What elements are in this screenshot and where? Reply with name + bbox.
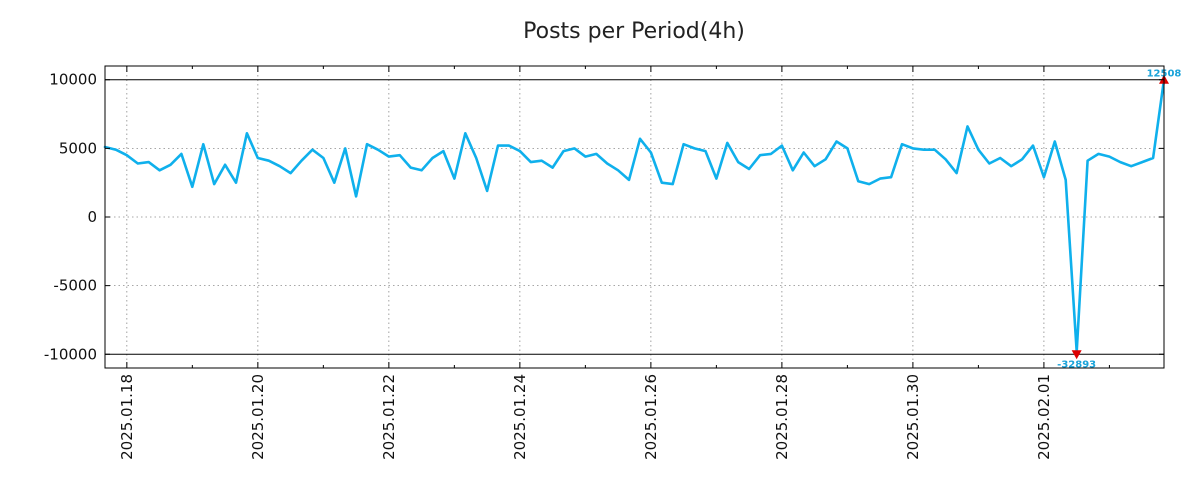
x-tick-label: 2025.01.26 <box>642 374 660 460</box>
series-line-posts <box>103 78 1166 353</box>
chart-title: Posts per Period(4h) <box>523 19 745 44</box>
x-tick-label: 2025.02.01 <box>1035 374 1053 460</box>
x-axis-ticks: 2025.01.18 2025.01.20 2025.01.22 2025.01.24… <box>118 66 1110 460</box>
y-axis-ticks: 10000 5000 0 -5000 -10000 <box>44 71 1164 363</box>
x-tick-label: 2025.01.20 <box>249 374 267 460</box>
y-tick-label: -10000 <box>44 345 97 363</box>
reference-lines <box>105 79 1164 355</box>
y-tick-label: 0 <box>87 208 97 226</box>
y-tick-label: 5000 <box>59 139 97 157</box>
x-tick-label: 2025.01.28 <box>773 374 791 460</box>
x-tick-label: 2025.01.18 <box>118 374 136 460</box>
x-tick-label: 2025.01.24 <box>511 374 529 460</box>
grid-layer <box>105 66 1164 368</box>
min-value-label: -32893 <box>1057 359 1096 370</box>
x-tick-label: 2025.01.22 <box>380 374 398 460</box>
series-layer <box>103 78 1166 353</box>
x-tick-label: 2025.01.30 <box>904 374 922 460</box>
min-marker-triangle <box>1071 350 1082 360</box>
y-tick-label: 10000 <box>49 71 97 89</box>
y-tick-label: -5000 <box>53 277 97 295</box>
